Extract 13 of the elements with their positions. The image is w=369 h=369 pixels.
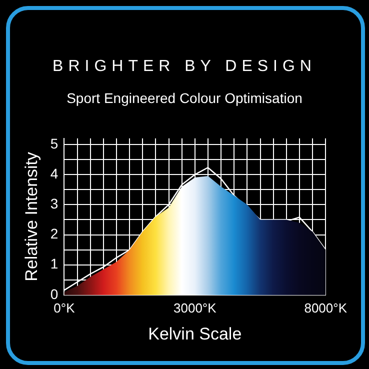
x-tick-label: 0°K [54, 300, 76, 316]
chart-title: BRIGHTER BY DESIGN [52, 58, 318, 76]
x-tick-label: 8000°K [304, 300, 348, 316]
y-tick-label: 3 [50, 196, 58, 212]
y-tick-label: 1 [50, 256, 58, 272]
y-tick-label: 5 [50, 135, 58, 152]
x-tick-label: 3000°K [173, 300, 217, 316]
x-axis-title: Kelvin Scale [148, 324, 242, 344]
y-axis-title: Relative Intensity [22, 151, 41, 282]
y-tick-label: 2 [50, 226, 58, 242]
y-tick-label: 4 [50, 165, 58, 182]
y-tick-label: 0 [50, 286, 58, 302]
chart-subtitle: Sport Engineered Colour Optimisation [66, 90, 304, 106]
